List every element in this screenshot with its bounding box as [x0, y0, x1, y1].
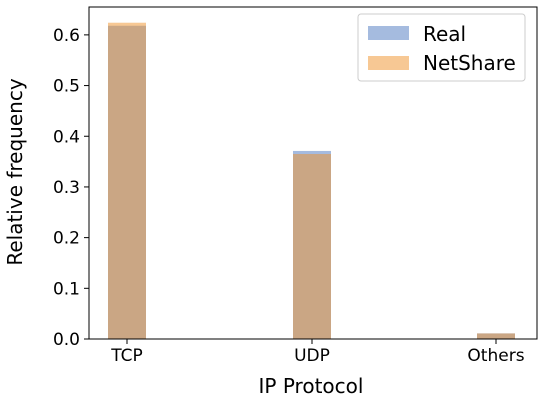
y-tick-label: 0.1 — [53, 279, 80, 299]
x-tick-label-others: Others — [467, 346, 524, 366]
legend-swatch-netshare — [368, 56, 409, 70]
x-tick-label-udp: UDP — [294, 346, 330, 366]
bars-layer — [108, 22, 515, 339]
y-tick-label: 0.0 — [53, 330, 80, 350]
legend-label-netshare: NetShare — [423, 51, 516, 75]
legend-swatch-real — [368, 26, 409, 40]
legend: Real NetShare — [357, 13, 526, 82]
axes-layer — [88, 6, 538, 340]
x-axis-title: IP Protocol — [259, 374, 364, 398]
bar-netshare-others — [477, 333, 515, 339]
y-tick-label: 0.2 — [53, 229, 80, 249]
plot-frame — [88, 6, 538, 340]
legend-label-real: Real — [423, 22, 466, 46]
bar-netshare-tcp — [108, 22, 146, 339]
y-tick-label: 0.6 — [53, 26, 80, 46]
y-tick-label: 0.4 — [53, 127, 80, 147]
x-tick-label-tcp: TCP — [110, 346, 143, 366]
y-tick-label: 0.5 — [53, 77, 80, 97]
y-tick-label: 0.3 — [53, 178, 80, 198]
bar-netshare-udp — [293, 153, 331, 339]
y-axis-title: Relative frequency — [3, 78, 27, 265]
ticks-layer: 0.0 0.1 0.2 0.3 0.4 0.5 0.6 TCP UDP Others — [53, 26, 525, 366]
